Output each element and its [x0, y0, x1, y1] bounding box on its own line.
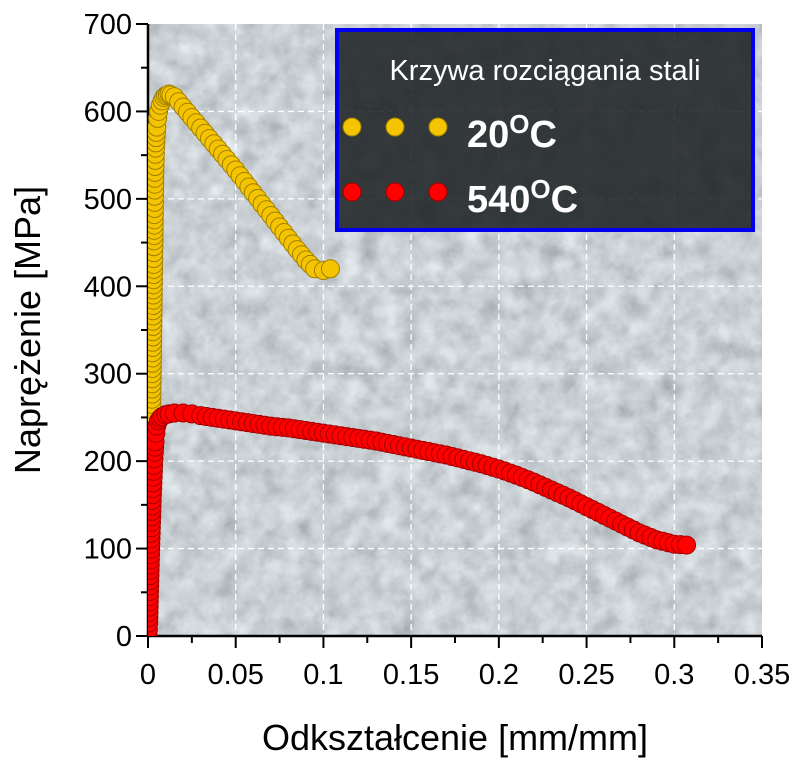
- x-tick-label: 0.15: [383, 659, 439, 691]
- y-tick-label: 100: [84, 534, 132, 566]
- series-layer: [148, 84, 697, 636]
- legend-marker: [428, 182, 448, 202]
- legend-marker: [342, 182, 362, 202]
- y-tick-label: 0: [116, 621, 132, 653]
- x-tick-label: 0: [140, 659, 156, 691]
- legend: Krzywa rozciągania stali 20OC 540OC: [335, 28, 755, 232]
- x-tick-label: 0.25: [558, 659, 614, 691]
- x-tick-label: 0.1: [303, 659, 343, 691]
- data-point: [320, 259, 340, 279]
- x-axis-title: Odkształcenie [mm/mm]: [262, 717, 648, 758]
- legend-box: [335, 28, 755, 232]
- series-540C: [148, 403, 697, 636]
- legend-marker: [385, 117, 405, 137]
- y-tick-label: 400: [84, 271, 132, 303]
- x-tick-labels: 0 0.05 0.1 0.15 0.2 0.25 0.3 0.35: [140, 659, 790, 691]
- legend-markers-20C: [342, 117, 448, 137]
- y-tick-labels: 0 100 200 300 400 500 600 700: [84, 9, 132, 653]
- legend-label-540C-value: 540: [467, 179, 530, 221]
- legend-title: Krzywa rozciągania stali: [389, 55, 700, 87]
- legend-markers-540C: [342, 182, 448, 202]
- legend-marker: [342, 117, 362, 137]
- y-tick-label: 700: [84, 9, 132, 41]
- legend-label-20C-sup: O: [509, 109, 529, 139]
- y-axis-title: Naprężenie [MPa]: [7, 186, 48, 474]
- legend-marker: [428, 117, 448, 137]
- legend-label-20C-value: 20: [467, 114, 509, 156]
- legend-label-540C: 540OC: [467, 174, 578, 221]
- y-tick-label: 600: [84, 96, 132, 128]
- legend-label-20C: 20OC: [467, 109, 557, 156]
- legend-marker: [385, 182, 405, 202]
- x-tick-label: 0.2: [479, 659, 519, 691]
- data-point: [677, 535, 697, 555]
- y-tick-label: 200: [84, 446, 132, 478]
- y-tick-label: 300: [84, 359, 132, 391]
- legend-label-540C-unit: C: [551, 179, 578, 221]
- legend-label-540C-sup: O: [530, 174, 550, 204]
- legend-label-20C-unit: C: [530, 114, 557, 156]
- x-tick-label: 0.3: [654, 659, 694, 691]
- y-tick-label: 500: [84, 184, 132, 216]
- x-tick-label: 0.05: [207, 659, 263, 691]
- x-tick-label: 0.35: [734, 659, 790, 691]
